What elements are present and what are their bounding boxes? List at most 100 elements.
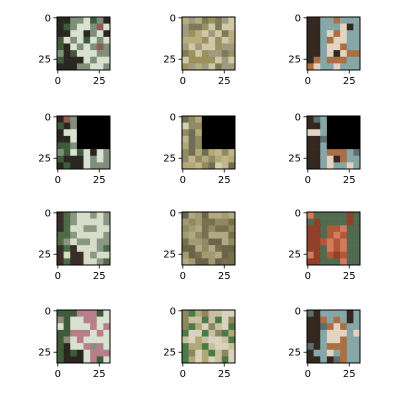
image-pixel xyxy=(353,336,361,344)
image-pixel xyxy=(307,343,314,351)
image-pixel xyxy=(346,30,354,38)
image-pixel xyxy=(195,63,203,71)
image-pixel xyxy=(228,43,236,51)
image-pixel xyxy=(57,43,64,51)
image-pixel xyxy=(320,142,328,150)
image-pixel xyxy=(353,356,361,364)
image-pixel xyxy=(333,36,341,44)
image-pixel xyxy=(70,231,78,239)
image-pixel xyxy=(182,251,189,259)
y-tick-label: 0 xyxy=(295,112,301,123)
image-pixel xyxy=(63,135,71,143)
image-pixel xyxy=(201,43,209,51)
image-pixel xyxy=(70,218,78,226)
image-pixel xyxy=(320,155,328,163)
image-pixel xyxy=(346,316,354,324)
image-pixel xyxy=(195,231,203,239)
image-pixel xyxy=(96,310,104,317)
image-pixel xyxy=(320,116,328,123)
image-pixel xyxy=(96,349,104,357)
image-pixel xyxy=(221,245,229,253)
image-pixel xyxy=(346,212,354,219)
image-pixel xyxy=(208,231,216,239)
image-pixel xyxy=(188,212,196,219)
image-pixel xyxy=(90,212,98,219)
image-pixel xyxy=(333,17,341,24)
image-pixel xyxy=(228,50,236,58)
x-tick-label: 0 xyxy=(180,271,186,282)
image-pixel xyxy=(346,23,354,31)
image-pixel xyxy=(340,251,348,259)
y-tick-label: 0 xyxy=(295,208,301,219)
image-pixel xyxy=(313,23,321,31)
image-pixel xyxy=(313,238,321,246)
image-pixel xyxy=(195,36,203,44)
image-pixel xyxy=(320,63,328,71)
image-pixel xyxy=(333,316,341,324)
image-pixel xyxy=(83,251,91,259)
mask-region xyxy=(201,116,235,150)
image-pixel xyxy=(208,43,216,51)
image-pixel xyxy=(215,17,223,24)
image-panel-r3-c1: 0 25 0 25 xyxy=(163,306,236,380)
image-pixel xyxy=(333,225,341,233)
image-pixel xyxy=(70,17,78,24)
image-pixel xyxy=(353,17,361,24)
image-pixel xyxy=(307,251,314,259)
x-tick-label: 25 xyxy=(343,369,356,380)
x-tick-label: 0 xyxy=(180,76,186,87)
image-pixel xyxy=(221,356,229,364)
image-pixel xyxy=(90,30,98,38)
image-pixel xyxy=(90,225,98,233)
image-pixel xyxy=(221,336,229,344)
image-pixel xyxy=(313,212,321,219)
image-pixel xyxy=(326,50,334,58)
image-pixel xyxy=(182,218,189,226)
image-pixel xyxy=(96,17,104,24)
image-pixel xyxy=(103,356,111,364)
image-pixel xyxy=(313,225,321,233)
image-pixel xyxy=(320,212,328,219)
image-pixel xyxy=(353,343,361,351)
image-pixel xyxy=(221,43,229,51)
image-pixel xyxy=(313,116,321,123)
image-pixel xyxy=(353,251,361,259)
x-tick-label: 25 xyxy=(218,76,231,87)
image-pixel xyxy=(57,316,64,324)
y-tick-label: 0 xyxy=(45,13,51,24)
y-tick-label: 25 xyxy=(288,348,301,359)
image-pixel xyxy=(333,63,341,71)
image-pixel xyxy=(201,329,209,337)
image-pixel xyxy=(208,149,216,157)
y-tick-label: 25 xyxy=(288,250,301,261)
image-pixel xyxy=(90,329,98,337)
image-pixel xyxy=(221,56,229,64)
image-pixel xyxy=(90,231,98,239)
image-pixel xyxy=(90,238,98,246)
image-pixel xyxy=(57,17,64,24)
image-pixel xyxy=(307,43,314,51)
image-pixel xyxy=(326,356,334,364)
image-pixel xyxy=(57,258,64,266)
image-pixel xyxy=(313,129,321,137)
image-pixel xyxy=(353,23,361,31)
image-pixel xyxy=(182,356,189,364)
image-pixel xyxy=(340,162,348,170)
axes-frame xyxy=(306,16,361,71)
image-pixel xyxy=(103,225,111,233)
image-pixel xyxy=(188,50,196,58)
image-pixel xyxy=(307,258,314,266)
image-pixel xyxy=(57,116,64,123)
image-pixel xyxy=(57,30,64,38)
image-pixel xyxy=(76,36,84,44)
image-pixel xyxy=(188,258,196,266)
image-pixel xyxy=(188,349,196,357)
image-pixel xyxy=(76,212,84,219)
axes-frame xyxy=(306,309,361,364)
image-pixel xyxy=(201,56,209,64)
image-pixel xyxy=(221,23,229,31)
x-tick-label: 0 xyxy=(180,175,186,186)
x-tick-label: 0 xyxy=(305,271,311,282)
image-pixel xyxy=(195,135,203,143)
image-pixel xyxy=(221,212,229,219)
